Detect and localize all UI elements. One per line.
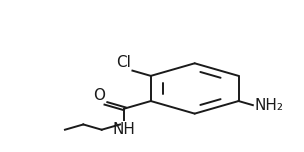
- Text: NH₂: NH₂: [254, 98, 283, 113]
- Text: NH: NH: [113, 122, 136, 136]
- Text: O: O: [93, 88, 105, 103]
- Text: Cl: Cl: [116, 55, 131, 70]
